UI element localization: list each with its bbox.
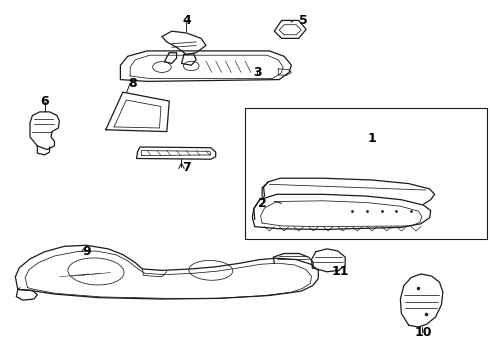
Text: 3: 3 <box>253 66 262 79</box>
Text: 9: 9 <box>82 245 91 258</box>
Text: 8: 8 <box>128 77 137 90</box>
Text: 4: 4 <box>182 14 191 27</box>
Text: 6: 6 <box>40 95 49 108</box>
Text: 5: 5 <box>299 14 308 27</box>
Text: 11: 11 <box>332 265 349 278</box>
Text: 2: 2 <box>258 197 267 210</box>
Text: 7: 7 <box>182 161 191 174</box>
Bar <box>245 108 487 239</box>
Text: 1: 1 <box>368 132 376 145</box>
Text: 10: 10 <box>415 326 432 339</box>
